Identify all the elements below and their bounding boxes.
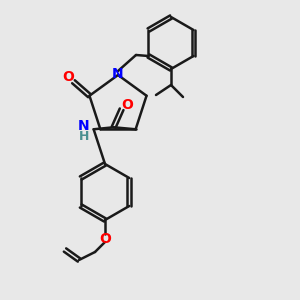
Text: O: O [122, 98, 134, 112]
Text: O: O [62, 70, 74, 84]
Text: N: N [78, 119, 89, 133]
Text: N: N [112, 67, 124, 81]
Text: H: H [78, 130, 89, 143]
Text: O: O [99, 232, 111, 246]
